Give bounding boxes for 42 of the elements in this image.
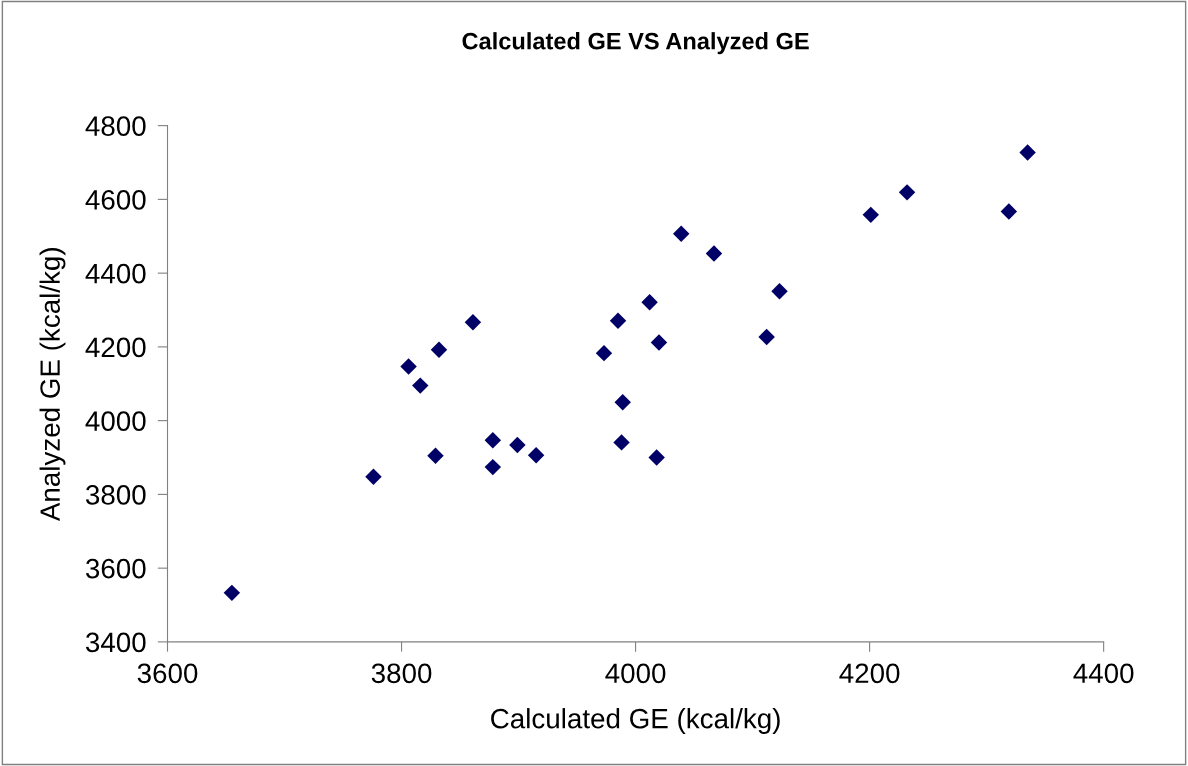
point bbox=[1019, 144, 1036, 161]
point bbox=[595, 344, 613, 362]
point bbox=[1000, 203, 1018, 220]
point bbox=[412, 377, 429, 394]
point bbox=[527, 447, 545, 464]
point bbox=[758, 328, 775, 346]
x-tick-label: 4200 bbox=[839, 663, 900, 684]
x-axis-title: Calculated GE (kcal/kg) bbox=[491, 708, 780, 734]
point bbox=[430, 341, 448, 359]
x-tick-label: 3800 bbox=[371, 663, 432, 684]
y-tick-label: 4800 bbox=[85, 116, 146, 136]
point bbox=[400, 358, 417, 375]
y-tick-label: 4400 bbox=[85, 263, 146, 284]
point bbox=[484, 431, 502, 449]
point bbox=[613, 434, 630, 451]
point bbox=[365, 468, 382, 485]
point bbox=[673, 225, 690, 242]
x-tick-label: 4000 bbox=[605, 663, 666, 684]
point bbox=[223, 584, 241, 602]
point bbox=[705, 245, 723, 262]
point bbox=[464, 313, 482, 331]
chart-title: Calculated GE VS Analyzed GE bbox=[462, 32, 809, 55]
y-axis-title: Analyzed GE (kcal/kg) bbox=[39, 248, 66, 522]
x-tick-label: 4400 bbox=[1073, 663, 1134, 684]
y-tick-label: 3600 bbox=[85, 558, 146, 579]
y-tick-label: 4200 bbox=[85, 337, 146, 358]
point bbox=[427, 447, 444, 464]
y-tick-label: 4000 bbox=[85, 411, 146, 431]
point bbox=[484, 458, 502, 476]
point bbox=[509, 436, 526, 454]
point bbox=[650, 334, 668, 351]
point bbox=[641, 294, 658, 311]
point bbox=[609, 312, 627, 329]
y-tick-label: 3400 bbox=[85, 632, 146, 653]
point bbox=[862, 206, 879, 224]
y-tick-label: 3800 bbox=[85, 485, 146, 505]
point bbox=[898, 184, 916, 201]
point bbox=[771, 282, 788, 300]
x-tick-label: 3600 bbox=[137, 663, 198, 684]
point bbox=[648, 449, 665, 466]
point bbox=[614, 393, 631, 411]
y-tick-label: 4600 bbox=[85, 190, 146, 210]
